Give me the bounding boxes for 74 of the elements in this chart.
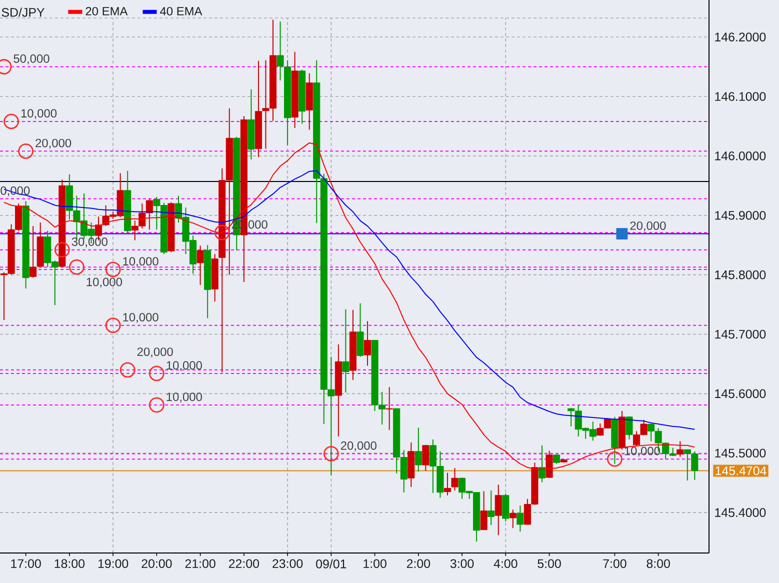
- candlestick: [480, 490, 488, 530]
- point: [148, 397, 164, 413]
- point: [69, 259, 84, 275]
- point: [4, 114, 19, 130]
- point: [105, 262, 121, 278]
- y-tick-label: 145.5000: [715, 448, 766, 458]
- x-tick-label: 17:00: [11, 559, 41, 568]
- point: [214, 224, 230, 240]
- candlestick: [414, 427, 422, 472]
- annotation: 20,000: [137, 348, 173, 358]
- point: [120, 362, 136, 378]
- candlestick: [488, 490, 495, 526]
- x-tick-label: 22:00: [228, 559, 260, 568]
- y-tick-label: 146.1000: [715, 92, 766, 101]
- candlestick: [342, 308, 350, 393]
- annotation: 10,000: [86, 278, 122, 288]
- candlestick: [676, 440, 684, 458]
- y-tick-label: 146.0000: [715, 152, 766, 160]
- annotation: 10,000: [624, 446, 660, 457]
- candlestick: [386, 386, 393, 430]
- x-tick-label: 4:00: [494, 559, 518, 568]
- candlestick: [494, 484, 502, 536]
- candlestick: [364, 320, 372, 366]
- candlestick: [509, 509, 516, 529]
- legend-label: 20 EMA: [86, 6, 128, 16]
- y-tick-label: 145.8000: [715, 270, 766, 280]
- x-tick-label: 19:00: [98, 559, 128, 568]
- y-tick-label: 146.2000: [715, 32, 766, 42]
- y-tick-label: 145.9000: [715, 210, 766, 220]
- candlestick: [516, 504, 524, 532]
- x-tick-label: 09/01: [316, 559, 346, 568]
- x-tick-label: 8:00: [646, 559, 670, 568]
- annotation: 10,000: [21, 109, 57, 119]
- annotation: 30,000: [72, 237, 108, 248]
- x-tick-label: 5:00: [538, 559, 561, 568]
- point: [616, 228, 628, 240]
- annotation: 20,000: [340, 441, 376, 452]
- candlestick: [626, 416, 633, 440]
- candlestick: [546, 450, 553, 479]
- candlestick: [196, 245, 204, 286]
- x-tick-label: 20:00: [142, 559, 172, 568]
- candlestick: [502, 493, 510, 522]
- annotation: 10,000: [123, 257, 158, 267]
- candlestick: [444, 472, 452, 496]
- candlestick: [422, 444, 430, 472]
- y-tick-label: 145.4000: [715, 508, 766, 517]
- y-tick-label: 145.7000: [715, 330, 766, 339]
- annotation: 20,000: [630, 221, 666, 232]
- x-tick-label: 1:00: [364, 559, 386, 568]
- point: [105, 318, 121, 334]
- point: [148, 366, 164, 382]
- x-tick-label: 21:00: [185, 559, 216, 568]
- point: [607, 451, 622, 467]
- candlestick: [451, 467, 458, 492]
- point: [323, 446, 339, 462]
- annotation: 10,000: [166, 392, 202, 403]
- annotation: 10,000: [123, 312, 158, 323]
- y-tick-label: 145.6000: [715, 389, 766, 398]
- ref-line-label: 145.4704: [716, 466, 766, 476]
- chart-title: SD/JPY: [2, 8, 45, 17]
- x-tick-label: 23:00: [272, 559, 303, 568]
- candlestick: [276, 21, 284, 81]
- x-tick-label: 3:00: [450, 559, 474, 568]
- annotation: 50,000: [14, 54, 50, 64]
- annotation: 10,000: [166, 361, 202, 372]
- legend-label: 40 EMA: [160, 6, 202, 16]
- candlestick: [538, 444, 546, 483]
- x-tick-label: 7:00: [603, 559, 626, 568]
- point: [54, 242, 70, 258]
- point: [18, 143, 34, 159]
- candlestick: [356, 302, 364, 358]
- x-tick-label: 18:00: [54, 559, 85, 568]
- annotation: 20,000: [36, 138, 72, 149]
- x-tick-label: 2:00: [406, 559, 430, 568]
